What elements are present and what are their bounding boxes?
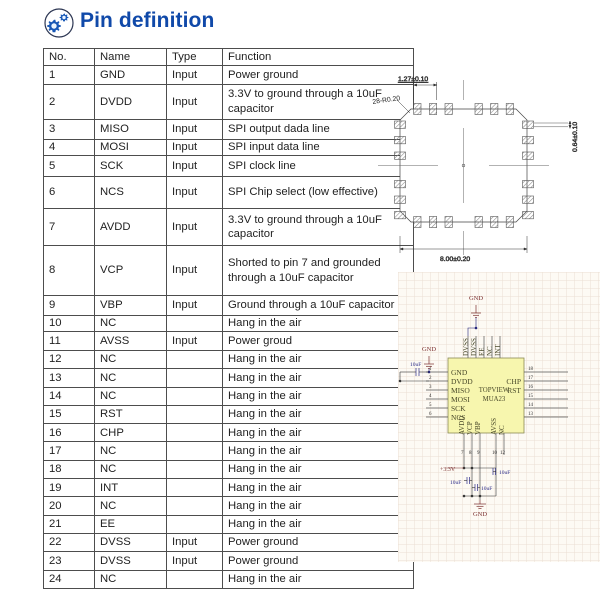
- svg-text:AVSS: AVSS: [490, 418, 498, 435]
- svg-text:CHP: CHP: [506, 377, 521, 386]
- svg-text:DVSS: DVSS: [470, 338, 478, 356]
- svg-text:VCP: VCP: [466, 421, 474, 435]
- svg-text:15: 15: [528, 394, 534, 399]
- svg-text:NC: NC: [498, 425, 506, 435]
- svg-text:MUA23: MUA23: [483, 396, 506, 403]
- svg-text:14: 14: [528, 403, 534, 408]
- svg-text:7: 7: [461, 451, 464, 456]
- svg-text:TOPVIEW: TOPVIEW: [479, 387, 510, 394]
- svg-text:DVSS: DVSS: [462, 338, 470, 356]
- svg-text:MISO: MISO: [451, 386, 470, 395]
- svg-text:2: 2: [429, 376, 432, 381]
- svg-text:GND: GND: [473, 511, 487, 518]
- svg-text:3: 3: [429, 385, 432, 390]
- svg-text:10uF: 10uF: [410, 362, 421, 368]
- svg-text:NC: NC: [486, 346, 494, 356]
- svg-text:4: 4: [429, 394, 432, 399]
- svg-text:17: 17: [528, 376, 534, 381]
- svg-text:GND: GND: [451, 368, 468, 377]
- svg-text:AVDD: AVDD: [458, 416, 466, 435]
- svg-text:MOSI: MOSI: [451, 395, 470, 404]
- svg-text:1.27±0.10: 1.27±0.10: [398, 76, 428, 83]
- svg-text:13: 13: [528, 412, 534, 417]
- svg-text:8: 8: [469, 451, 472, 456]
- svg-text:8.00±0.20: 8.00±0.20: [440, 256, 470, 263]
- svg-text:EE: EE: [478, 347, 486, 356]
- svg-text:18: 18: [528, 367, 534, 372]
- svg-text:6: 6: [429, 412, 432, 417]
- svg-text:VBP: VBP: [474, 421, 482, 435]
- svg-text:DVDD: DVDD: [451, 377, 473, 386]
- svg-text:16: 16: [528, 385, 534, 390]
- svg-text:INT: INT: [494, 344, 502, 356]
- svg-text:10uF: 10uF: [481, 486, 492, 492]
- svg-text:0.64±0.10: 0.64±0.10: [572, 122, 579, 152]
- svg-text:10uF: 10uF: [450, 480, 461, 486]
- svg-text:12: 12: [500, 451, 506, 456]
- svg-text:GND: GND: [422, 346, 436, 353]
- svg-text:10uF: 10uF: [499, 470, 510, 476]
- svg-text:SCK: SCK: [451, 404, 466, 413]
- svg-text:10: 10: [492, 451, 498, 456]
- svg-text:5: 5: [429, 403, 432, 408]
- svg-text:GND: GND: [469, 295, 483, 302]
- svg-text:9: 9: [477, 451, 480, 456]
- svg-text:RST: RST: [507, 386, 521, 395]
